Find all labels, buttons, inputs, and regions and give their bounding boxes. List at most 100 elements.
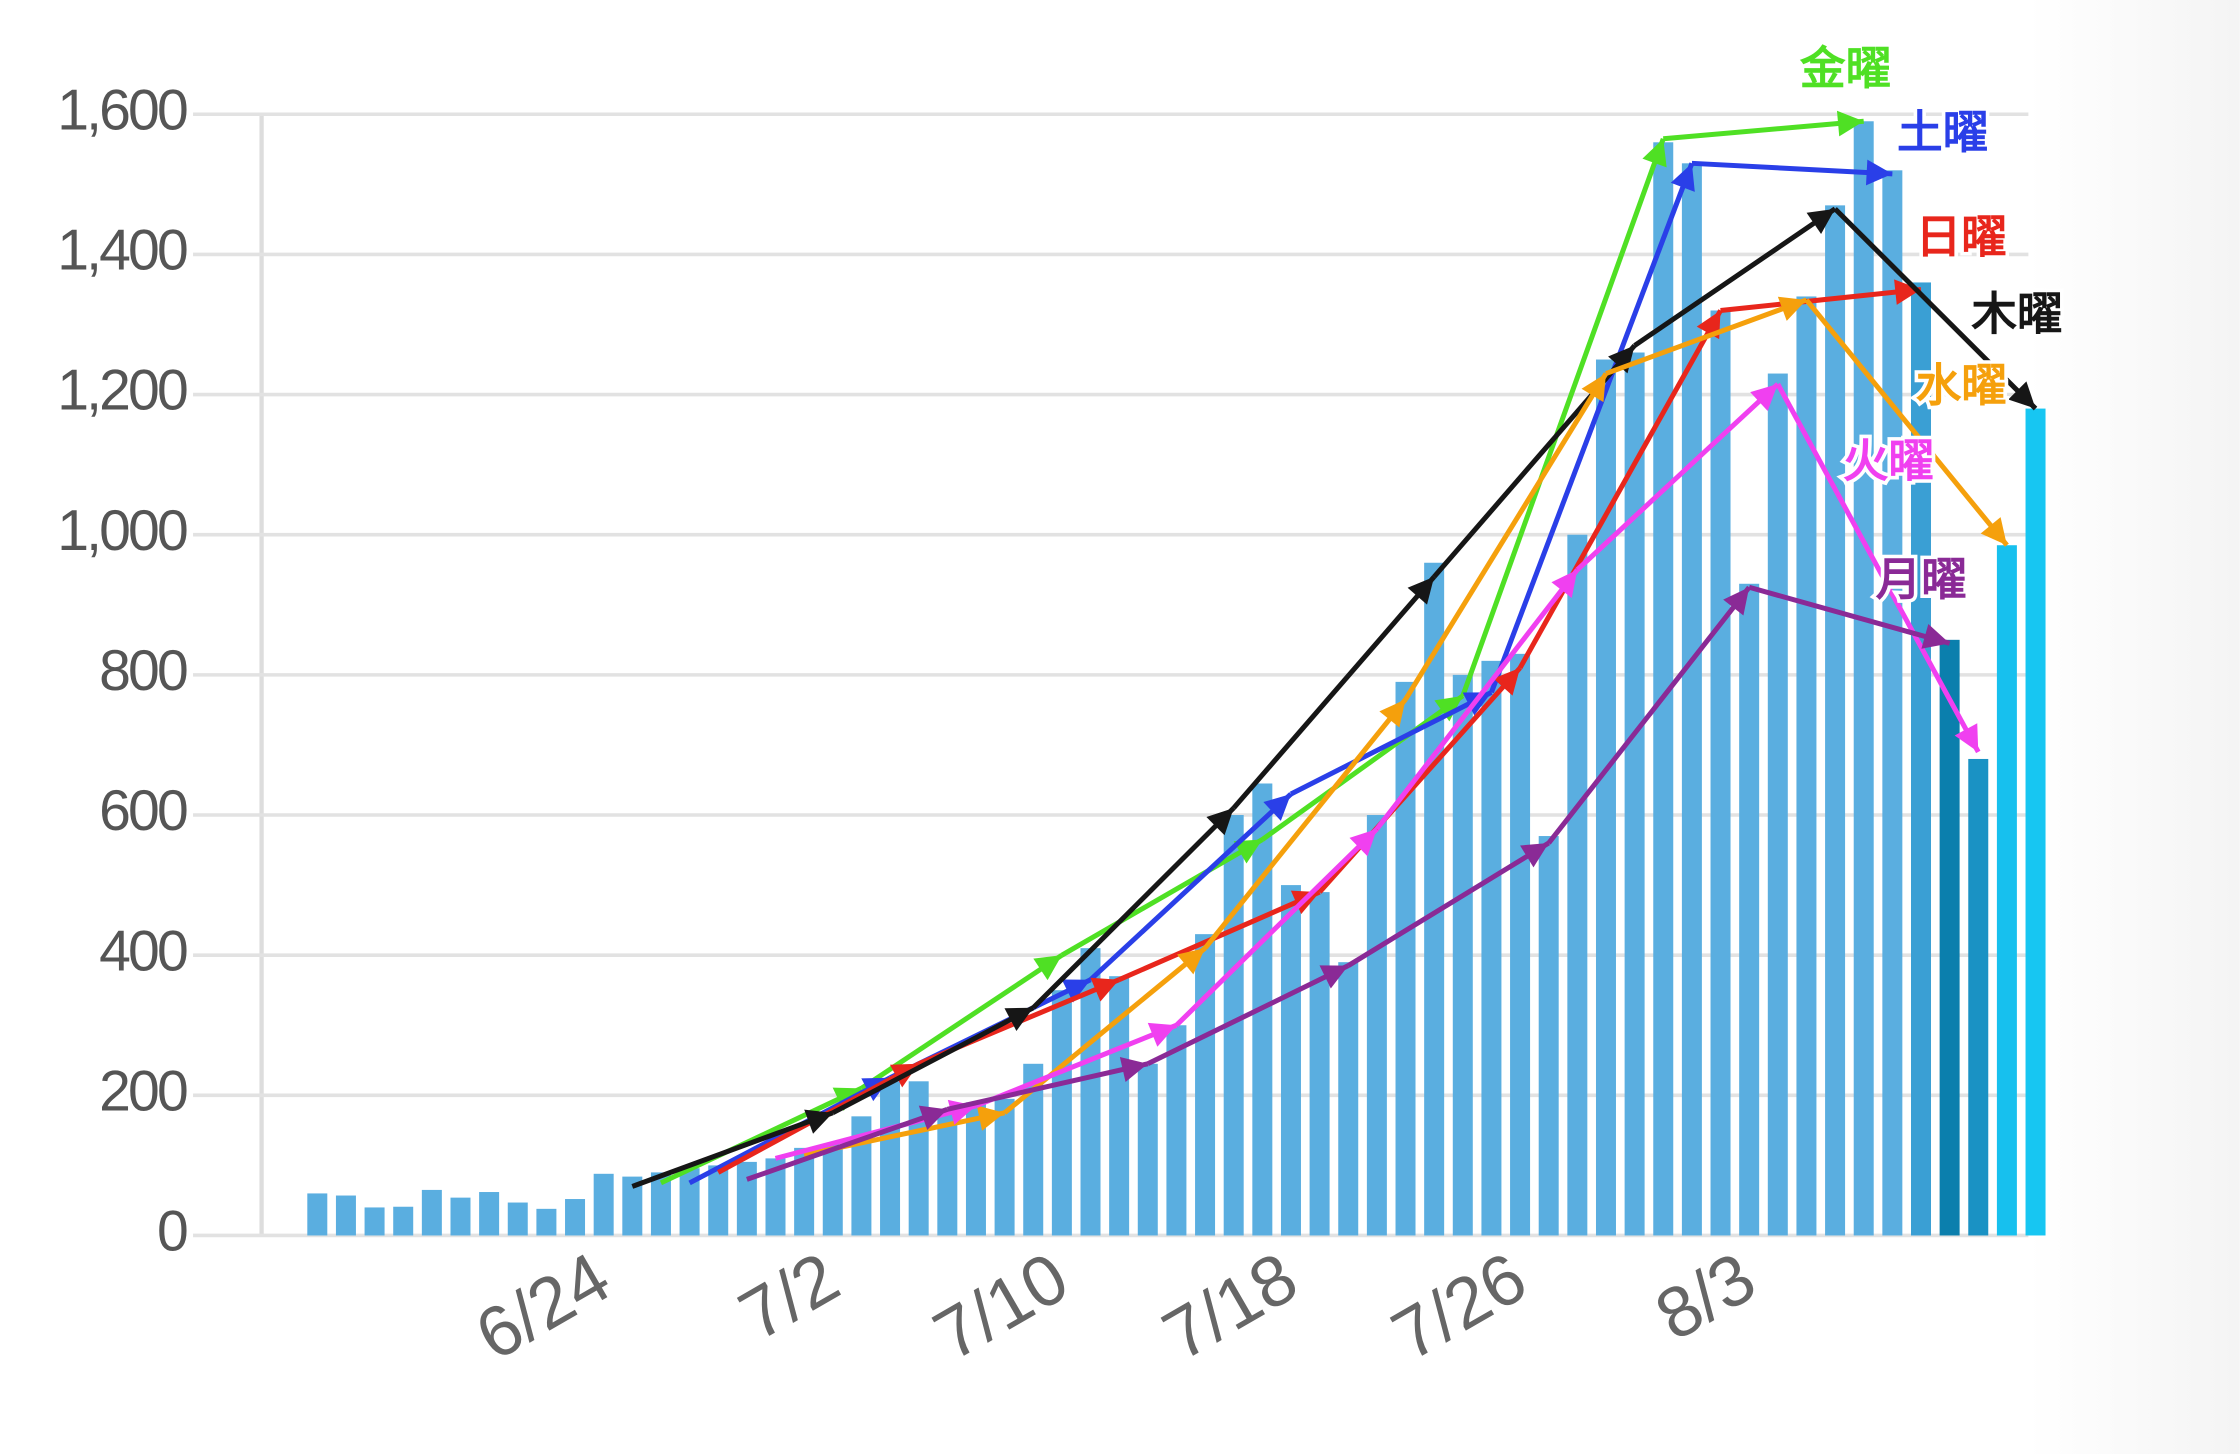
bar [622, 1176, 643, 1236]
bar [421, 1189, 442, 1236]
arrow-head [2008, 381, 2036, 409]
arrow-head [1493, 667, 1521, 696]
bar [393, 1206, 414, 1236]
weekday-arrow-line [1833, 207, 2038, 411]
arrow-head [1147, 1022, 1177, 1047]
weekday-arrow-line [1720, 286, 1922, 313]
y-tick-label: 600 [99, 779, 187, 843]
arrow-head [1921, 624, 1950, 649]
bar [1109, 976, 1130, 1236]
bar [1395, 681, 1416, 1236]
weekday-arrow-line [631, 1110, 834, 1189]
y-tick-label: 400 [99, 919, 187, 983]
arrow-head [1551, 569, 1578, 598]
arrow-head [918, 1105, 948, 1130]
bar [880, 1081, 901, 1236]
arrow-head [976, 1105, 1005, 1131]
bar [965, 1102, 986, 1236]
arrow-head [1061, 979, 1091, 1003]
x-tick-label: 8/3 [1643, 1237, 1769, 1356]
bar [1538, 836, 1559, 1236]
weekday-arrow-line [831, 1005, 1035, 1116]
bar [364, 1207, 385, 1236]
weekday-arrow-line [946, 1061, 1149, 1112]
legend-label: 金曜 [1799, 42, 1891, 95]
bar [937, 1109, 958, 1236]
bar [1853, 121, 1874, 1236]
weekday-arrow-line [975, 1022, 1178, 1109]
weekday-arrow-line [1289, 690, 1493, 797]
background-strip [2028, 0, 2240, 1454]
arrow-head [1894, 279, 1921, 305]
bar [536, 1208, 557, 1236]
arrow-head [1319, 965, 1349, 989]
weekday-arrow-line [1403, 372, 1609, 701]
arrow-head [1866, 159, 1893, 186]
x-tick-label: 7/26 [1379, 1237, 1539, 1376]
arrow-head [1263, 793, 1291, 821]
bar [1710, 310, 1731, 1236]
weekday-arrow-line [1775, 382, 1981, 754]
bar [1796, 296, 1817, 1236]
arrow-head [1206, 808, 1234, 836]
arrow-head [1980, 517, 2007, 546]
x-tick-label: 7/18 [1150, 1237, 1310, 1376]
bar [1195, 934, 1216, 1236]
arrow-head [1462, 692, 1492, 716]
bar [565, 1199, 586, 1236]
bar [650, 1172, 671, 1236]
bar [2025, 408, 2046, 1236]
weekday-arrow-line [1575, 382, 1780, 572]
weekday-arrow-line [1460, 137, 1666, 697]
bar [1051, 990, 1072, 1236]
bar [335, 1195, 356, 1236]
weekday-arrow-line [1748, 584, 1951, 646]
bar [1137, 1063, 1158, 1236]
bar [507, 1202, 528, 1236]
weekday-arrow-line [1060, 837, 1264, 958]
bar [1481, 660, 1502, 1236]
bar [822, 1144, 843, 1236]
arrow-head [1177, 948, 1206, 975]
arrow-head [1642, 138, 1667, 168]
weekday-arrow-line [1804, 298, 2009, 547]
arrow-head [1520, 843, 1549, 868]
bar [1452, 674, 1473, 1236]
bar [1968, 758, 1989, 1236]
bar [1825, 205, 1846, 1236]
bar [1338, 962, 1359, 1236]
y-tick-label: 1,600 [57, 78, 187, 142]
arrow-head [1004, 1007, 1034, 1032]
arrow-head [1777, 296, 1807, 321]
arrow-head [1119, 1056, 1148, 1083]
bar [1510, 653, 1531, 1236]
y-tick-label: 0 [157, 1200, 187, 1264]
weekday-arrow-line [1088, 792, 1293, 982]
y-tick-label: 1,000 [57, 499, 187, 563]
weekday-arrow-line [1663, 118, 1864, 142]
bar [1996, 545, 2017, 1236]
weekday-arrow-line [1517, 309, 1723, 670]
bar [1595, 359, 1616, 1236]
weekday-arrow-line [1003, 946, 1207, 1115]
weekday-arrow-line [1605, 297, 1808, 376]
bar [765, 1158, 786, 1236]
bar [1939, 639, 1960, 1236]
bar [593, 1173, 614, 1236]
legend-label: 火曜 [1843, 435, 1934, 488]
bar [1910, 282, 1931, 1236]
legend-label: 土曜 [1897, 106, 1988, 159]
legend-label: 水曜 [1916, 359, 2007, 412]
arrow-head [804, 1109, 833, 1134]
bar [679, 1168, 700, 1236]
y-tick-label: 1,400 [57, 219, 187, 283]
arrow-head [1349, 829, 1377, 857]
arrow-head [1233, 839, 1263, 864]
bar [1653, 142, 1674, 1236]
weekday-arrow-line [659, 1086, 863, 1186]
weekday-arrow-line [1031, 806, 1236, 1010]
weekday-arrow-line [1374, 568, 1580, 831]
bar [1681, 163, 1702, 1236]
